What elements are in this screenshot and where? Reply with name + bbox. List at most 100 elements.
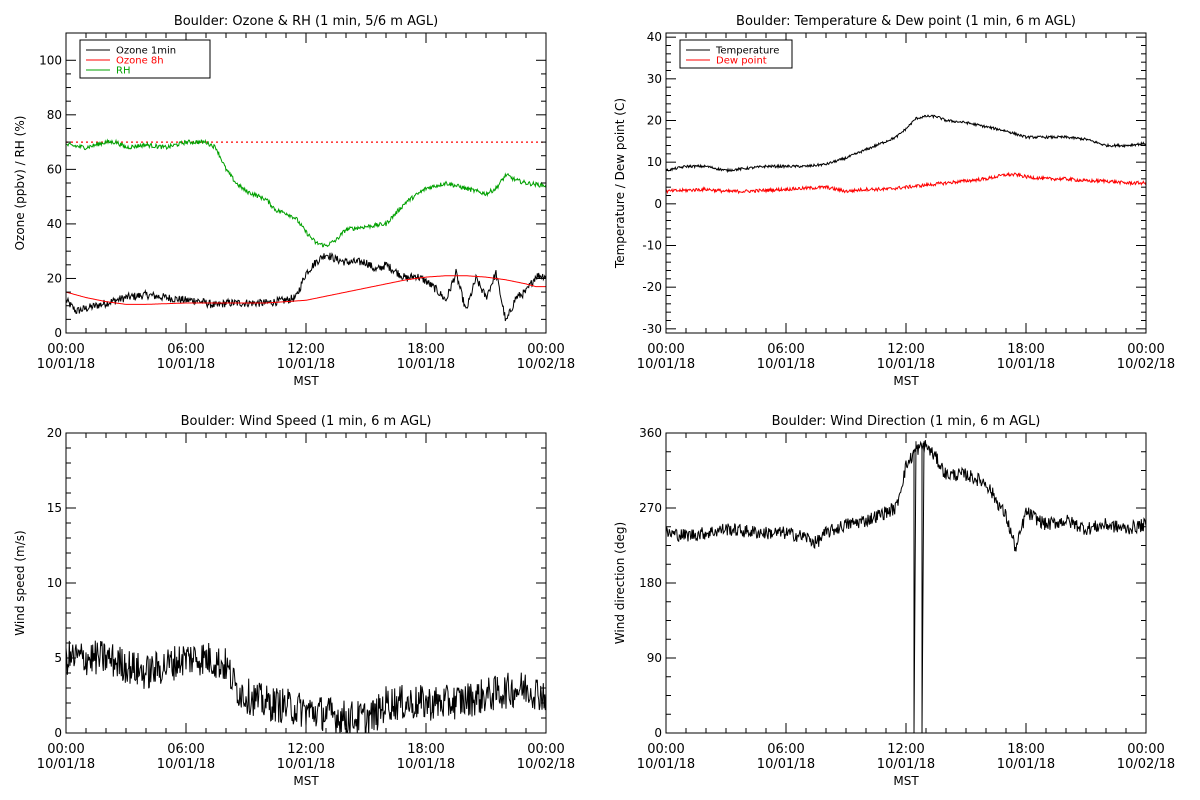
y-tick-label: 0 (54, 726, 62, 740)
y-tick-label: -10 (642, 239, 662, 253)
series-line-0 (666, 439, 1146, 733)
series-line-temperature (666, 114, 1146, 174)
y-tick-label: 15 (47, 501, 62, 515)
x-tick-label-time: 18:00 (407, 342, 444, 357)
legend-box (79, 39, 211, 79)
plot-frame (665, 432, 1147, 734)
wind-speed-panel: Boulder: Wind Speed (1 min, 6 m AGL) MST… (13, 414, 575, 788)
wind-direction-panel: Boulder: Wind Direction (1 min, 6 m AGL)… (613, 414, 1175, 788)
panel-title: Boulder: Temperature & Dew point (1 min,… (736, 14, 1076, 29)
x-tick-label-time: 00:00 (647, 342, 684, 357)
x-axis-label: MST (893, 774, 919, 788)
y-tick-label: 10 (647, 155, 662, 169)
x-tick-label-date: 10/01/18 (277, 757, 335, 772)
y-tick-label: 0 (654, 726, 662, 740)
x-tick-label-time: 00:00 (1127, 342, 1164, 357)
x-tick-label-date: 10/01/18 (877, 757, 935, 772)
x-tick-label-date: 10/01/18 (397, 757, 455, 772)
y-tick-label: 30 (647, 72, 662, 86)
plot-frame (665, 32, 1147, 334)
panel-title: Boulder: Ozone & RH (1 min, 5/6 m AGL) (174, 14, 438, 29)
x-tick-label-time: 06:00 (167, 342, 204, 357)
y-tick-label: 10 (47, 576, 62, 590)
y-tick-label: 60 (47, 162, 62, 176)
y-tick-label: 90 (647, 651, 662, 665)
x-tick-label-date: 10/01/18 (637, 757, 695, 772)
y-tick-label: 0 (654, 197, 662, 211)
x-tick-label-date: 10/01/18 (757, 357, 815, 372)
x-tick-label-date: 10/02/18 (517, 357, 575, 372)
y-axis-label: Wind direction (deg) (613, 522, 627, 644)
x-tick-label-time: 00:00 (527, 742, 564, 757)
panel-title: Boulder: Wind Speed (1 min, 6 m AGL) (181, 414, 432, 429)
y-axis-label: Wind speed (m/s) (13, 530, 27, 635)
y-tick-label: 180 (639, 576, 662, 590)
y-tick-label: 20 (47, 271, 62, 285)
series-line-ozone-1min (66, 252, 546, 322)
x-tick-label-time: 12:00 (287, 342, 324, 357)
y-tick-label: -30 (642, 322, 662, 336)
legend-label-ozone-8h: Ozone 8h (116, 56, 164, 67)
y-axis-label: Temperature / Dew point (C) (613, 98, 627, 269)
x-tick-label-date: 10/01/18 (37, 757, 95, 772)
x-tick-label-date: 10/01/18 (157, 357, 215, 372)
series-line-rh (66, 138, 546, 248)
x-tick-label-date: 10/01/18 (157, 757, 215, 772)
ozone-rh-panel: Boulder: Ozone & RH (1 min, 5/6 m AGL) M… (13, 14, 575, 388)
x-tick-label-date: 10/01/18 (637, 357, 695, 372)
plot-frame (65, 432, 547, 734)
x-axis-label: MST (293, 774, 319, 788)
x-tick-label-date: 10/01/18 (277, 357, 335, 372)
y-tick-label: -20 (642, 280, 662, 294)
y-tick-label: 20 (47, 426, 62, 440)
y-tick-label: 80 (47, 108, 62, 122)
x-tick-label-time: 06:00 (167, 742, 204, 757)
x-tick-label-time: 00:00 (47, 342, 84, 357)
series-line-ozone-8h (66, 275, 546, 305)
x-tick-label-time: 00:00 (47, 742, 84, 757)
x-tick-label-time: 18:00 (407, 742, 444, 757)
x-tick-label-date: 10/02/18 (517, 757, 575, 772)
x-tick-label-time: 06:00 (767, 742, 804, 757)
temperature-dewpoint-panel: Boulder: Temperature & Dew point (1 min,… (613, 14, 1175, 388)
y-tick-label: 360 (639, 426, 662, 440)
y-tick-label: 0 (54, 326, 62, 340)
y-axis-label: Ozone (ppbv) / RH (%) (13, 116, 27, 251)
x-tick-label-date: 10/01/18 (37, 357, 95, 372)
x-axis-label: MST (893, 374, 919, 388)
x-tick-label-date: 10/01/18 (397, 357, 455, 372)
x-tick-label-date: 10/02/18 (1117, 757, 1175, 772)
y-tick-label: 270 (639, 501, 662, 515)
legend-label-ozone-1min: Ozone 1min (116, 46, 176, 57)
x-tick-label-date: 10/01/18 (757, 757, 815, 772)
y-tick-label: 40 (647, 30, 662, 44)
x-tick-label-time: 18:00 (1007, 742, 1044, 757)
x-tick-label-date: 10/01/18 (877, 357, 935, 372)
y-tick-label: 40 (47, 217, 62, 231)
x-tick-label-time: 00:00 (647, 742, 684, 757)
x-tick-label-date: 10/01/18 (997, 357, 1055, 372)
series-line-0 (66, 640, 546, 733)
y-tick-label: 20 (647, 114, 662, 128)
x-tick-label-time: 18:00 (1007, 342, 1044, 357)
x-tick-label-time: 00:00 (1127, 742, 1164, 757)
legend-box (679, 39, 793, 69)
legend-label-dew-point: Dew point (716, 56, 767, 67)
x-tick-label-time: 12:00 (887, 342, 924, 357)
y-tick-label: 100 (39, 53, 62, 67)
x-tick-label-time: 12:00 (287, 742, 324, 757)
x-tick-label-time: 06:00 (767, 342, 804, 357)
panel-title: Boulder: Wind Direction (1 min, 6 m AGL) (772, 414, 1041, 429)
legend-label-rh: RH (116, 66, 130, 77)
x-tick-label-time: 00:00 (527, 342, 564, 357)
x-tick-label-date: 10/01/18 (997, 757, 1055, 772)
legend-label-temperature: Temperature (715, 46, 779, 57)
y-tick-label: 5 (54, 651, 62, 665)
x-axis-label: MST (293, 374, 319, 388)
x-tick-label-time: 12:00 (887, 742, 924, 757)
x-tick-label-date: 10/02/18 (1117, 357, 1175, 372)
series-line-dew-point (666, 171, 1146, 195)
